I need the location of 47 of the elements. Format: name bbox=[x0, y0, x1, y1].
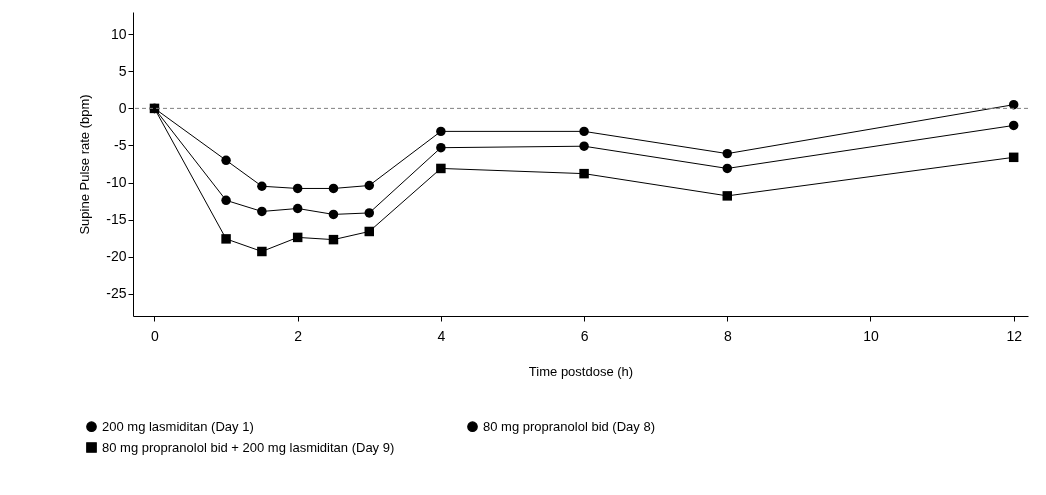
point bbox=[436, 126, 446, 137]
point bbox=[436, 142, 446, 153]
y-tick-label: -25 bbox=[106, 285, 127, 302]
x-tick-label: 6 bbox=[580, 327, 589, 344]
legend-label: 80 mg propranolol bid + 200 mg lasmiditan (Day 9) bbox=[102, 439, 395, 455]
point bbox=[257, 206, 267, 217]
y-tick-label: -5 bbox=[114, 136, 127, 153]
y-axis-title: Supine Pulse rate (bpm) bbox=[77, 94, 93, 235]
point bbox=[579, 141, 589, 151]
point bbox=[579, 168, 589, 179]
point bbox=[1008, 99, 1019, 110]
point bbox=[221, 155, 231, 166]
x-tick-label: 4 bbox=[437, 327, 446, 344]
x-axis-title: Time postdose (h) bbox=[528, 363, 634, 379]
point bbox=[221, 234, 231, 244]
point bbox=[257, 246, 267, 257]
point bbox=[364, 208, 375, 218]
x-tick-label: 8 bbox=[723, 327, 732, 344]
point bbox=[292, 203, 303, 214]
point bbox=[722, 163, 733, 174]
x-tick-label: 10 bbox=[863, 327, 879, 344]
x-tick-label: 12 bbox=[1006, 327, 1023, 344]
point bbox=[1008, 120, 1019, 131]
point bbox=[257, 181, 267, 191]
y-tick-label: 5 bbox=[118, 62, 127, 79]
x-tick-label: 2 bbox=[294, 327, 303, 344]
point bbox=[722, 191, 733, 201]
point bbox=[722, 148, 733, 159]
legend-label: 200 mg lasmiditan (Day 1) bbox=[102, 418, 254, 434]
point bbox=[364, 180, 375, 191]
point bbox=[292, 232, 303, 243]
point bbox=[328, 234, 339, 245]
point bbox=[292, 183, 303, 194]
point bbox=[221, 195, 231, 206]
y-tick-label: 10 bbox=[110, 25, 127, 42]
point bbox=[364, 226, 375, 237]
point bbox=[328, 209, 339, 220]
y-tick-label: -15 bbox=[106, 211, 127, 228]
x-tick-label: 0 bbox=[151, 327, 160, 344]
point bbox=[1008, 152, 1019, 163]
y-tick-label: -20 bbox=[106, 248, 127, 265]
point bbox=[328, 183, 339, 194]
legend-label: 80 mg propranolol bid (Day 8) bbox=[483, 418, 655, 434]
y-tick-label: 0 bbox=[118, 99, 127, 116]
y-tick-label: -10 bbox=[106, 174, 127, 191]
point bbox=[579, 126, 589, 137]
point bbox=[436, 163, 446, 174]
